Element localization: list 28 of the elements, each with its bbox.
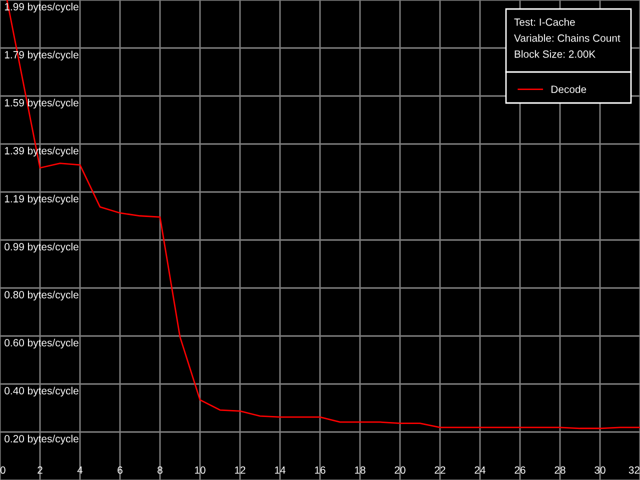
x-tick-label: 32 [628,466,640,474]
x-tick-label: 18 [355,466,366,474]
annotation: Block Size: 2.00K [514,50,596,58]
y-tick-label: 0.20 bytes/cycle [4,434,78,444]
y-tick-label: 0.60 bytes/cycle [4,338,78,348]
x-tick-label: 28 [554,466,566,474]
x-tick-label: 16 [315,466,326,474]
y-tick-label: 0.40 bytes/cycle [4,386,78,396]
y-tick-label: 1.19 bytes/cycle [4,194,78,204]
annotation: Variable: Chains Count [514,34,620,42]
x-tick-label: 4 [77,466,83,474]
y-tick-label: 0.80 bytes/cycle [4,290,78,300]
legend-label: Decode [552,85,586,94]
x-tick-label: 8 [158,466,162,474]
x-tick-label: 0 [0,466,6,474]
annotation: Test: I-Cache [514,18,575,26]
x-tick-label: 10 [195,466,206,474]
x-tick-label: 6 [118,466,122,474]
y-tick-label: 0.99 bytes/cycle [4,242,78,252]
x-tick-label: 26 [514,466,526,474]
x-tick-label: 14 [275,466,286,474]
x-tick-label: 2 [38,466,42,474]
x-tick-label: 22 [434,466,446,474]
y-tick-label: 1.59 bytes/cycle [4,98,78,108]
x-tick-label: 30 [594,466,606,474]
x-tick-label: 24 [474,466,486,474]
x-tick-label: 20 [394,466,406,474]
x-tick-label: 12 [235,466,246,474]
